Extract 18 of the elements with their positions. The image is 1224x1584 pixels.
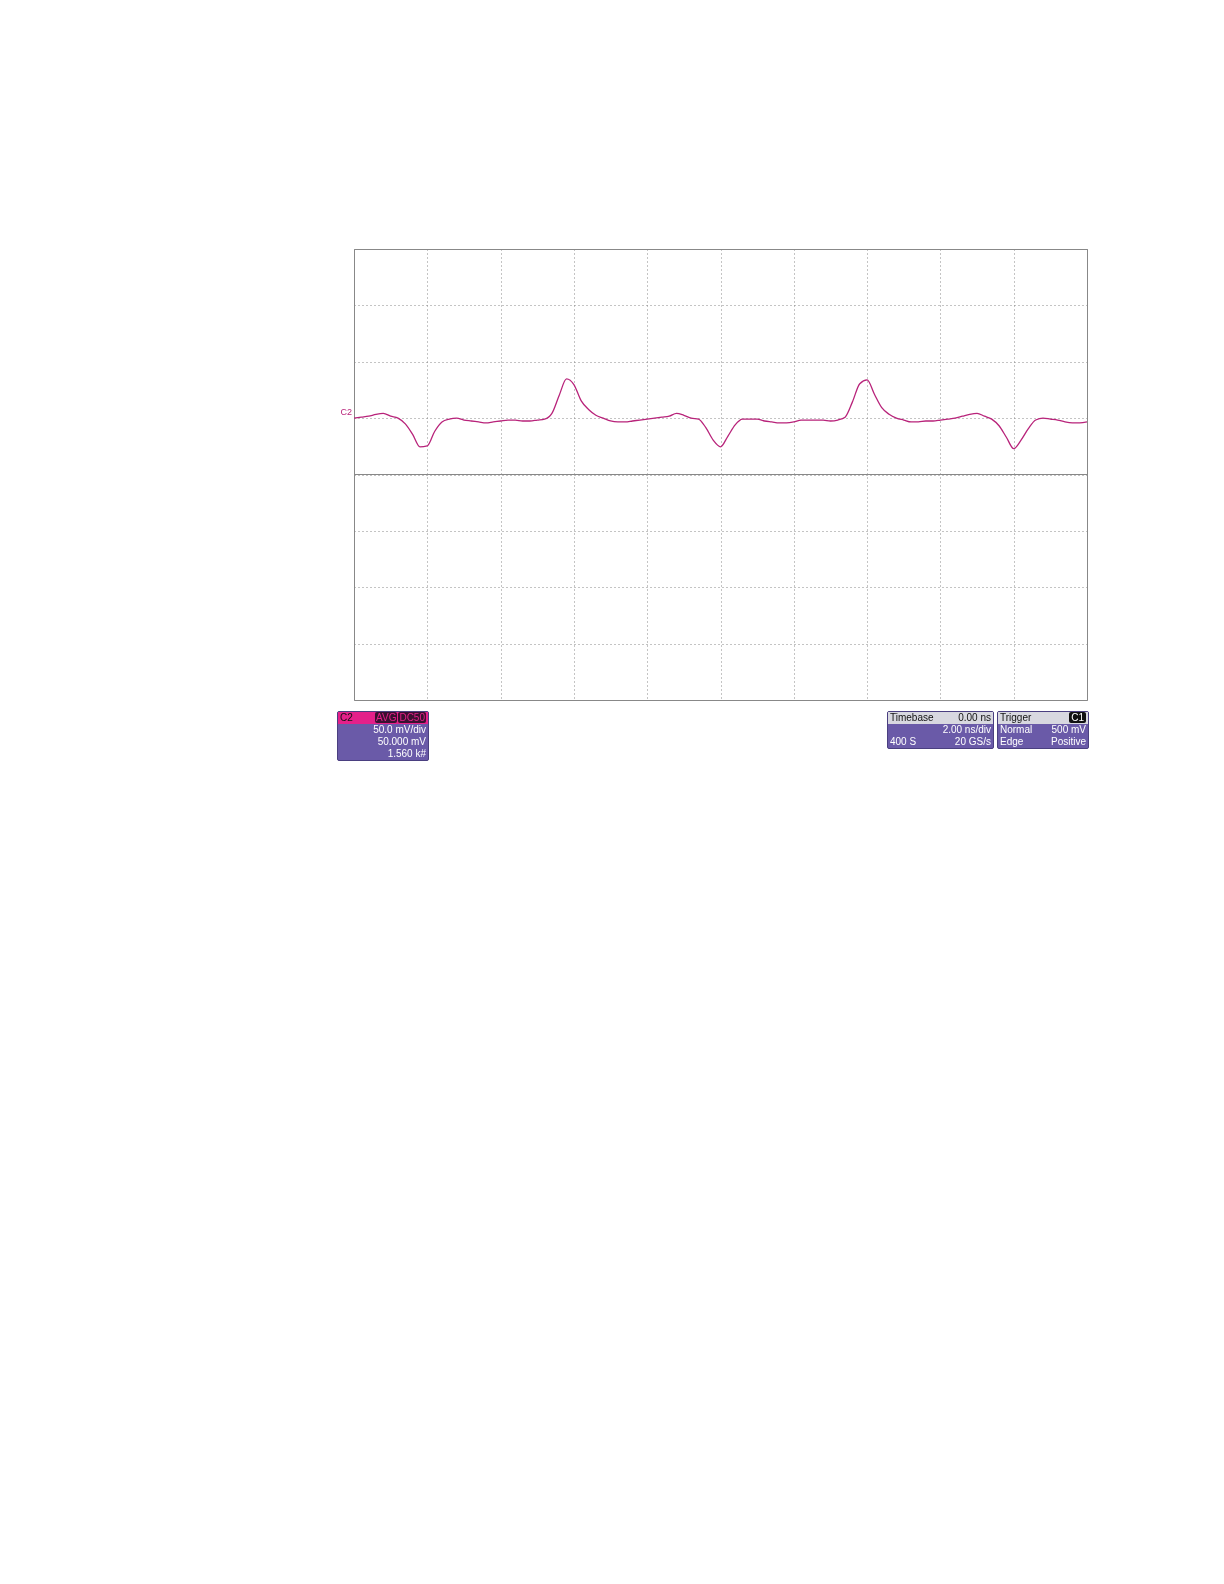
text: 500 mV <box>1051 724 1086 736</box>
text: 2.00 ns/div <box>942 724 991 736</box>
text: Edge <box>1000 736 1024 748</box>
text: 400 S <box>890 736 917 748</box>
text: 20 GS/s <box>954 736 991 748</box>
text: AVG <box>375 712 398 723</box>
text: 50.0 mV/div <box>373 724 426 736</box>
text: 0.00 ns <box>958 712 991 724</box>
text: C1 <box>1069 712 1086 723</box>
text: Positive <box>1050 736 1086 748</box>
text: Trigger <box>1000 712 1032 724</box>
text: Timebase <box>890 712 934 724</box>
text: 1.560 k# <box>387 748 426 760</box>
text: DC50 <box>398 712 426 723</box>
text: Normal <box>1000 724 1033 736</box>
text: C2 <box>340 407 352 418</box>
text: C2 <box>340 712 353 724</box>
text: 50.000 mV <box>377 736 426 748</box>
